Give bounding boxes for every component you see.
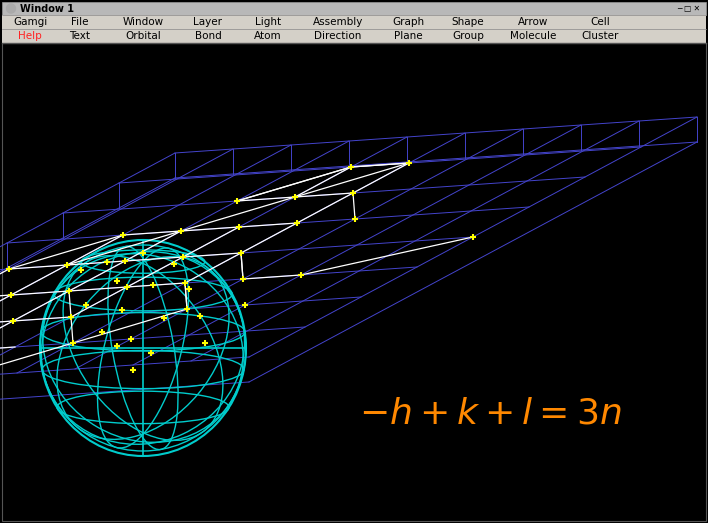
Text: Window: Window xyxy=(122,17,164,27)
Text: Plane: Plane xyxy=(394,31,422,41)
Text: Shape: Shape xyxy=(452,17,484,27)
Text: Assembly: Assembly xyxy=(313,17,363,27)
Text: Window 1: Window 1 xyxy=(20,4,74,14)
Text: $-h + k + l = 3n$: $-h + k + l = 3n$ xyxy=(359,396,622,430)
Bar xyxy=(2,29,706,43)
Text: Bond: Bond xyxy=(195,31,222,41)
Text: Group: Group xyxy=(452,31,484,41)
Text: Orbital: Orbital xyxy=(125,31,161,41)
Text: Graph: Graph xyxy=(392,17,424,27)
Circle shape xyxy=(6,4,16,13)
Text: Light: Light xyxy=(255,17,281,27)
Text: ─ □ ✕: ─ □ ✕ xyxy=(677,4,700,13)
Text: Arrow: Arrow xyxy=(518,17,548,27)
Bar xyxy=(2,2,706,15)
Bar xyxy=(2,15,706,29)
Text: Gamgi: Gamgi xyxy=(13,17,47,27)
Text: Cell: Cell xyxy=(590,17,610,27)
Text: Text: Text xyxy=(69,31,91,41)
Text: Molecule: Molecule xyxy=(510,31,556,41)
Text: Layer: Layer xyxy=(193,17,222,27)
Text: Direction: Direction xyxy=(314,31,362,41)
Text: Atom: Atom xyxy=(254,31,282,41)
Text: File: File xyxy=(72,17,88,27)
Text: Help: Help xyxy=(18,31,42,41)
Text: Cluster: Cluster xyxy=(581,31,619,41)
